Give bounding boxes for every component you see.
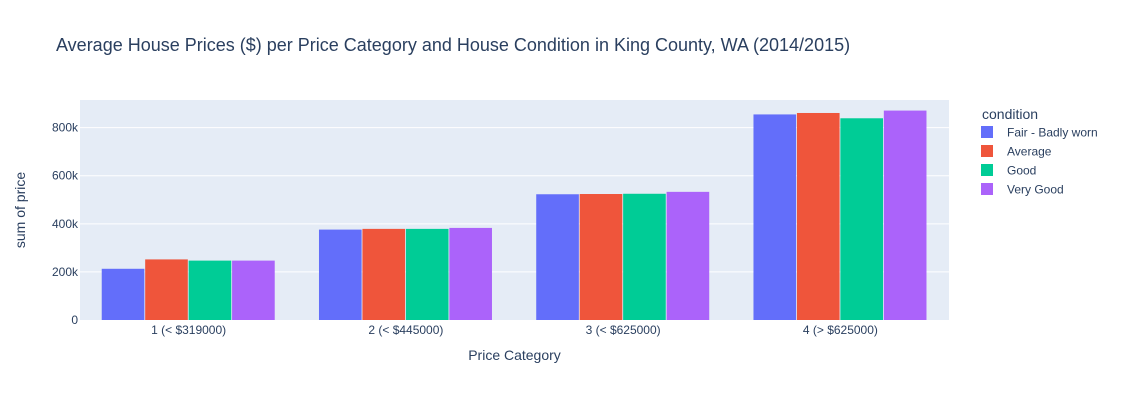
x-tick-label: 2 (< $445000): [368, 323, 443, 337]
legend-title: condition: [982, 106, 1038, 122]
y-axis-label: sum of price: [12, 172, 28, 248]
legend-swatch: [981, 126, 993, 138]
x-axis-ticks: 1 (< $319000) 2 (< $445000) 3 (< $625000) 4…: [151, 323, 878, 337]
bar[interactable]: [883, 110, 927, 321]
bar[interactable]: [101, 268, 145, 320]
x-tick-label: 1 (< $319000): [151, 323, 226, 337]
bar[interactable]: [449, 227, 492, 320]
y-axis-ticks: 0 200k 400k 600k 800k: [52, 121, 79, 327]
bar[interactable]: [318, 229, 362, 320]
x-tick-label: 4 (> $625000): [803, 323, 878, 337]
bar[interactable]: [840, 118, 884, 320]
legend-label: Good: [1007, 164, 1036, 178]
bar[interactable]: [362, 228, 406, 320]
y-tick-label: 200k: [52, 265, 79, 279]
legend-swatch: [981, 164, 993, 176]
legend-label: Very Good: [1007, 183, 1064, 197]
legend-item[interactable]: Very Good: [981, 183, 1064, 197]
y-tick-label: 0: [71, 313, 78, 327]
legend-swatch: [981, 145, 993, 157]
chart-title: Average House Prices ($) per Price Categ…: [56, 35, 850, 55]
legend-items: Fair - Badly worn Average Good Very Good: [981, 126, 1098, 197]
bar[interactable]: [188, 260, 232, 320]
y-tick-label: 800k: [52, 121, 79, 135]
legend: condition Fair - Badly worn Average Good Ve…: [981, 106, 1098, 197]
bars: [101, 110, 927, 321]
bar[interactable]: [623, 193, 666, 320]
bar[interactable]: [796, 112, 840, 320]
bar[interactable]: [232, 260, 275, 320]
x-axis-label: Price Category: [468, 347, 561, 363]
legend-label: Average: [1007, 145, 1052, 159]
x-tick-label: 3 (< $625000): [586, 323, 661, 337]
bar[interactable]: [666, 191, 710, 320]
y-tick-label: 600k: [52, 169, 79, 183]
legend-item[interactable]: Fair - Badly worn: [981, 126, 1098, 140]
legend-item[interactable]: Average: [981, 145, 1052, 159]
legend-item[interactable]: Good: [981, 164, 1036, 178]
y-tick-label: 400k: [52, 217, 79, 231]
bar[interactable]: [753, 114, 797, 320]
bar[interactable]: [145, 259, 188, 320]
bar[interactable]: [579, 194, 623, 320]
legend-label: Fair - Badly worn: [1007, 126, 1098, 140]
legend-swatch: [981, 183, 993, 195]
bar[interactable]: [536, 194, 579, 320]
bar[interactable]: [405, 228, 449, 320]
